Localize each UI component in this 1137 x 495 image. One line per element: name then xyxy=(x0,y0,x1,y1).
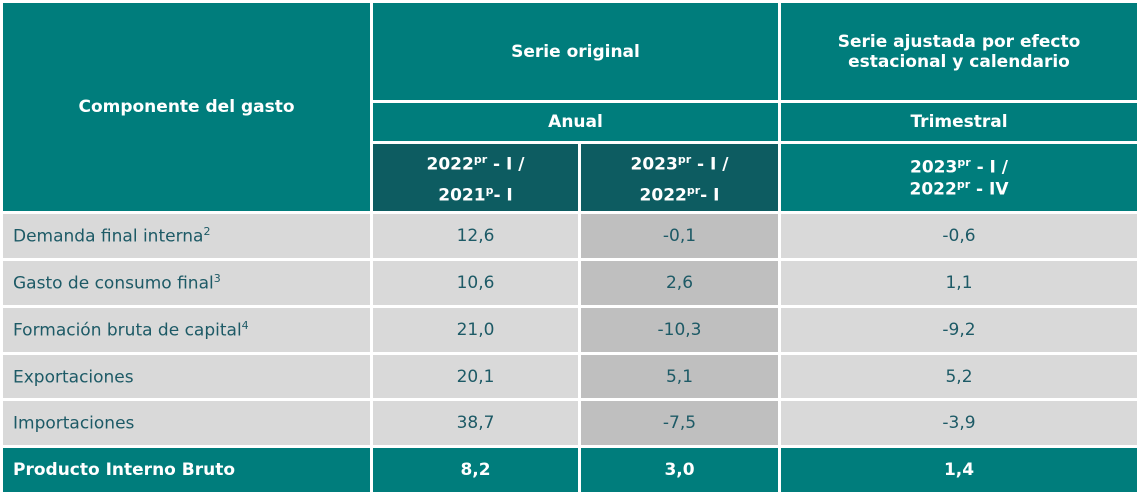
value-cell: 10,6 xyxy=(370,258,581,308)
table-row: Gasto de consumo final3 10,6 2,6 1,1 xyxy=(0,258,1137,308)
value-cell: 38,7 xyxy=(370,398,581,449)
period-header: 2022pr - I /2021p- I xyxy=(370,141,581,215)
value-cell: 5,2 xyxy=(778,351,1137,402)
total-value: 1,4 xyxy=(778,445,1137,495)
value-cell: -0,6 xyxy=(778,211,1137,262)
table-row: Importaciones 38,7 -7,5 -3,9 xyxy=(0,398,1137,449)
value-cell: 2,6 xyxy=(577,258,782,308)
row-label: Exportaciones xyxy=(0,351,373,402)
table-row: Formación bruta de capital4 21,0 -10,3 -9,2 xyxy=(0,304,1137,355)
annual-header: Anual xyxy=(369,100,782,145)
value-cell: 5,1 xyxy=(577,351,782,402)
component-header: Componente del gasto xyxy=(0,0,373,215)
total-label: Producto Interno Bruto xyxy=(0,445,373,495)
period-header: 2023pr - I /2022pr- I xyxy=(577,141,782,215)
total-value: 3,0 xyxy=(577,445,782,495)
value-cell: -9,2 xyxy=(778,304,1137,355)
value-cell: 1,1 xyxy=(778,258,1137,308)
value-cell: -10,3 xyxy=(577,304,782,355)
table-row: Exportaciones 20,1 5,1 5,2 xyxy=(0,351,1137,402)
value-cell: -3,9 xyxy=(778,398,1137,449)
row-label: Demanda final interna2 xyxy=(0,211,373,262)
value-cell: 21,0 xyxy=(370,304,581,355)
adjusted-series-header: Serie ajustada por efecto estacional y c… xyxy=(778,0,1137,104)
total-value: 8,2 xyxy=(370,445,581,495)
value-cell: 20,1 xyxy=(370,351,581,402)
original-series-header: Serie original xyxy=(369,0,782,104)
value-cell: 12,6 xyxy=(370,211,581,262)
row-label: Gasto de consumo final3 xyxy=(0,258,373,308)
value-cell: -7,5 xyxy=(577,398,782,449)
row-label: Importaciones xyxy=(0,398,373,449)
quarterly-header: Trimestral xyxy=(778,100,1137,145)
period-header: 2023pr - I /2022pr - IV xyxy=(778,141,1137,215)
row-label: Formación bruta de capital4 xyxy=(0,304,373,355)
value-cell: -0,1 xyxy=(577,211,782,262)
total-row: Producto Interno Bruto 8,2 3,0 1,4 xyxy=(0,445,1137,495)
table-row: Demanda final interna2 12,6 -0,1 -0,6 xyxy=(0,211,1137,262)
